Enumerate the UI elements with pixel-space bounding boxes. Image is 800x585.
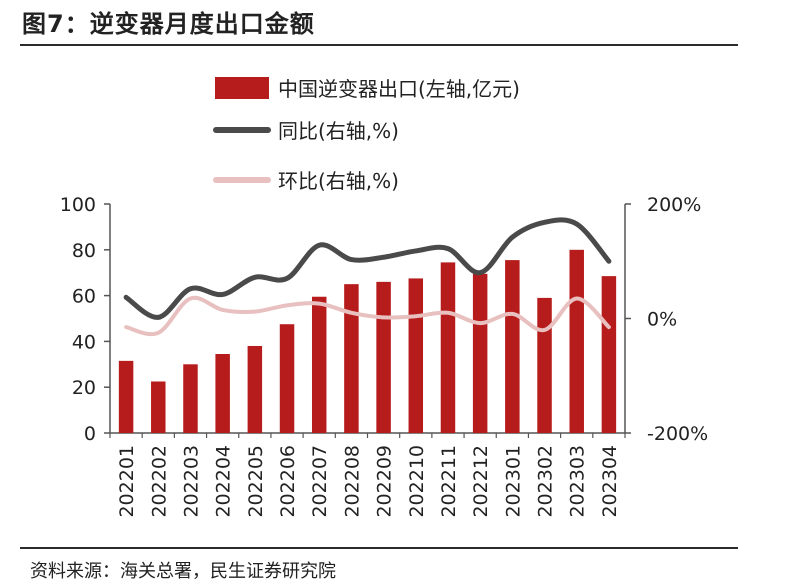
bar-202301 — [505, 260, 520, 433]
source-divider — [20, 547, 738, 549]
right-axis-tick-label: 0% — [647, 309, 677, 331]
bar-202211 — [440, 262, 456, 433]
x-axis-tick-label: 202303 — [567, 445, 589, 518]
source-note: 资料来源：海关总署，民生证券研究院 — [30, 561, 336, 582]
x-axis-tick-label: 202205 — [245, 445, 267, 518]
x-axis-tick-label: 202211 — [438, 445, 460, 518]
left-axis-tick-label: 100 — [60, 194, 96, 216]
bar-202209 — [376, 281, 391, 433]
title-divider — [20, 44, 738, 46]
bar-202203 — [183, 364, 198, 433]
left-axis-tick-label: 80 — [72, 240, 96, 262]
figure-title: 图7：逆变器月度出口金额 — [22, 10, 315, 38]
x-axis-tick-label: 202201 — [116, 445, 138, 518]
x-axis-tick-label: 202304 — [599, 445, 621, 518]
x-axis-tick-label: 202209 — [374, 445, 396, 518]
bar-202202 — [151, 381, 166, 433]
x-axis-tick-label: 202212 — [470, 445, 492, 518]
x-axis-tick-label: 202210 — [406, 445, 428, 518]
left-axis-tick-label: 0 — [84, 423, 96, 445]
bar-202204 — [215, 353, 230, 433]
right-axis-tick-label: -200% — [647, 423, 708, 445]
left-axis-tick-label: 60 — [72, 286, 96, 308]
bar-202208 — [344, 284, 359, 433]
x-axis-tick-label: 202202 — [148, 445, 170, 518]
x-axis-tick-label: 202301 — [502, 445, 524, 518]
left-axis-tick-label: 40 — [72, 331, 96, 353]
bar-202205 — [247, 345, 263, 433]
legend-label: 环比(右轴,%) — [278, 169, 399, 193]
x-axis-tick-label: 202302 — [535, 445, 557, 518]
bar-202207 — [311, 296, 327, 433]
legend-swatch-exports — [215, 77, 269, 99]
legend-label: 中国逆变器出口(左轴,亿元) — [278, 77, 520, 101]
right-axis-tick-label: 200% — [647, 194, 701, 216]
bar-202302 — [537, 297, 552, 433]
x-axis-tick-label: 202203 — [180, 445, 202, 518]
bar-202212 — [472, 273, 488, 433]
yoy-line — [123, 217, 612, 320]
x-axis-tick-label: 202207 — [309, 445, 331, 518]
bar-202201 — [118, 360, 134, 433]
mom-line — [124, 295, 611, 337]
legend-label: 同比(右轴,%) — [278, 119, 399, 143]
bar-202206 — [279, 324, 295, 433]
x-axis-tick-label: 202204 — [213, 445, 235, 518]
bar-202303 — [569, 249, 584, 433]
x-axis-tick-label: 202206 — [277, 445, 299, 518]
bar-202210 — [408, 278, 424, 433]
x-axis-tick-label: 202208 — [341, 445, 363, 518]
left-axis-tick-label: 20 — [72, 377, 96, 399]
bar-202304 — [601, 276, 617, 433]
